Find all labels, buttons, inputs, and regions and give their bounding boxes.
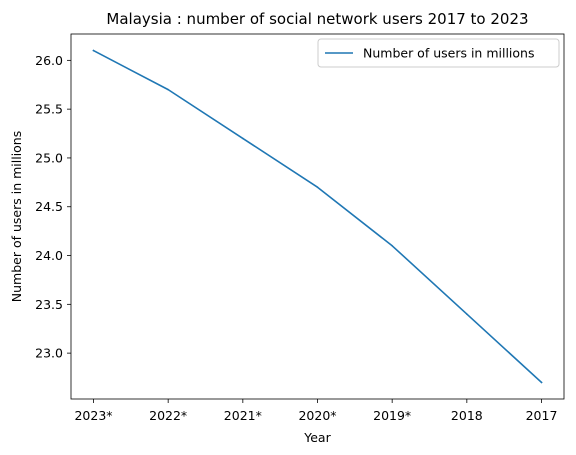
x-axis: 2023* 2022* 2021* 2020* 2019* 2018 2017: [74, 399, 557, 423]
legend-entry-label: Number of users in millions: [363, 46, 534, 61]
data-point: [391, 244, 393, 247]
y-axis-label: Number of users in millions: [9, 131, 24, 302]
series-group: [92, 49, 543, 384]
y-tick-label: 26.0: [35, 53, 63, 68]
y-tick-label: 25.5: [35, 102, 63, 117]
x-tick-label: 2017: [526, 408, 558, 423]
data-point: [167, 88, 169, 91]
data-point: [540, 381, 543, 384]
x-tick-label: 2022*: [149, 408, 187, 423]
legend: Number of users in millions: [317, 38, 560, 68]
legend-box: [317, 38, 560, 68]
chart-title: Malaysia : number of social network user…: [106, 10, 528, 28]
x-tick-label: 2019*: [373, 408, 411, 423]
x-tick-label: 2020*: [298, 408, 336, 423]
data-point: [466, 313, 468, 315]
data-point: [92, 49, 95, 52]
y-tick-label: 23.5: [35, 297, 63, 312]
x-tick-label: 2023*: [74, 408, 112, 423]
plot-area: [71, 34, 564, 399]
data-point: [316, 186, 319, 189]
data-point: [242, 137, 244, 140]
y-axis: 23.0 23.5 24.0 24.5 25.0 25.5 26.0: [35, 53, 71, 361]
y-tick-label: 24.0: [35, 248, 63, 263]
plot-frame: [70, 33, 565, 400]
x-axis-label: Year: [303, 430, 331, 445]
x-tick-label: 2018: [451, 408, 483, 423]
y-tick-label: 25.0: [35, 150, 63, 165]
y-tick-label: 23.0: [35, 346, 63, 361]
x-tick-label: 2021*: [224, 408, 262, 423]
y-tick-label: 24.5: [35, 199, 63, 214]
